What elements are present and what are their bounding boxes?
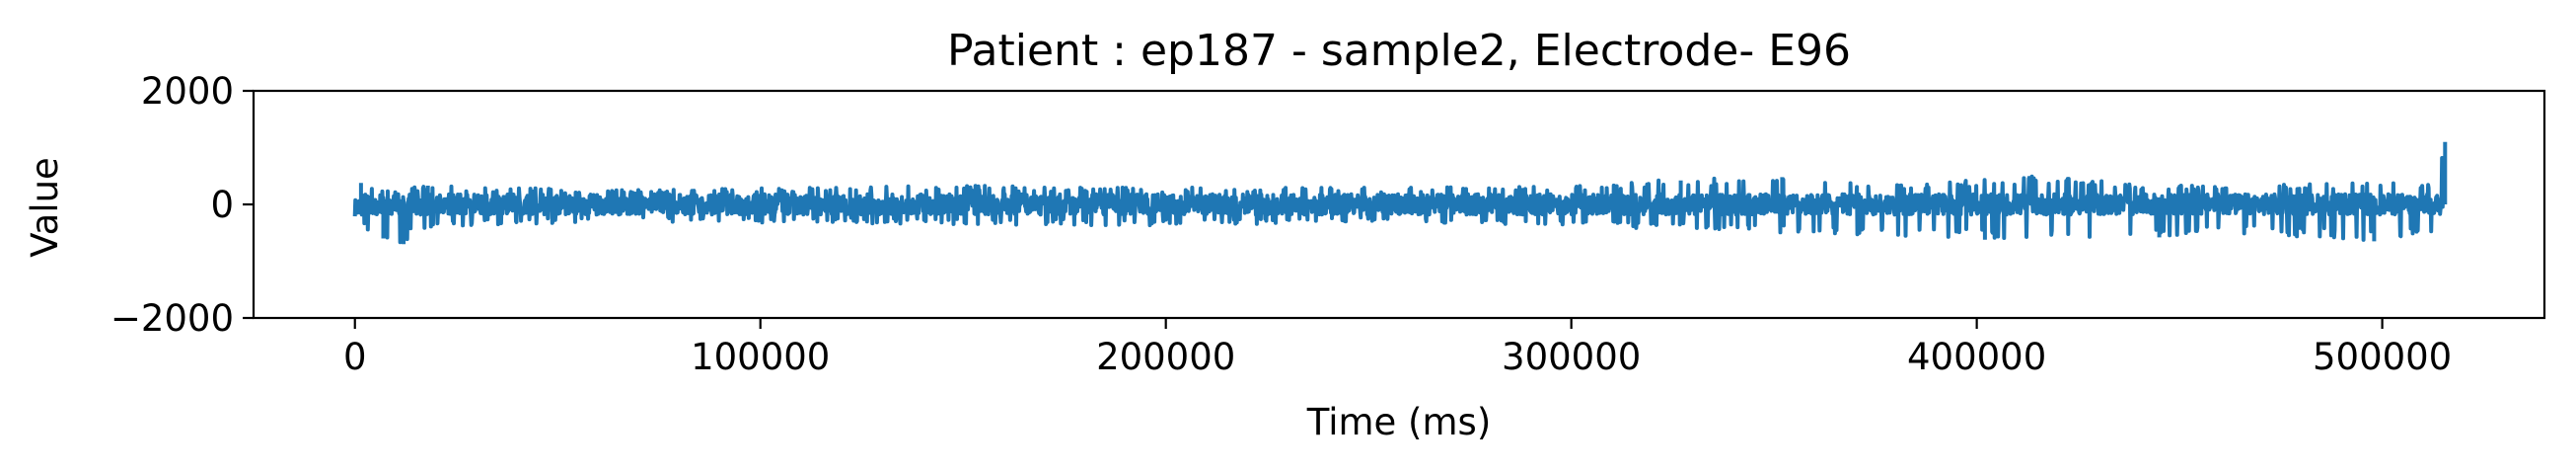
y-tick-label: −2000 — [110, 297, 234, 340]
plot-frame — [252, 89, 2546, 320]
x-axis: 0 100000 200000 300000 400000 500000 — [343, 318, 2452, 378]
y-tick-label: 2000 — [141, 70, 234, 113]
x-tick-label: 300000 — [1502, 336, 1641, 378]
plot-area — [352, 141, 2448, 245]
y-tick-label: 0 — [210, 184, 234, 226]
y-axis-title: Value — [24, 157, 66, 258]
x-tick-label: 0 — [343, 336, 367, 378]
x-tick-label: 400000 — [1907, 336, 2046, 378]
x-axis-title: Time (ms) — [1306, 401, 1492, 443]
x-tick-label: 500000 — [2313, 336, 2452, 378]
series-line — [352, 141, 2448, 245]
chart-title: Patient : ep187 - sample2, Electrode- E9… — [947, 26, 1851, 76]
y-axis: −2000 0 2000 — [110, 70, 254, 340]
x-tick-label: 200000 — [1096, 336, 1235, 378]
x-tick-label: 100000 — [691, 336, 830, 378]
